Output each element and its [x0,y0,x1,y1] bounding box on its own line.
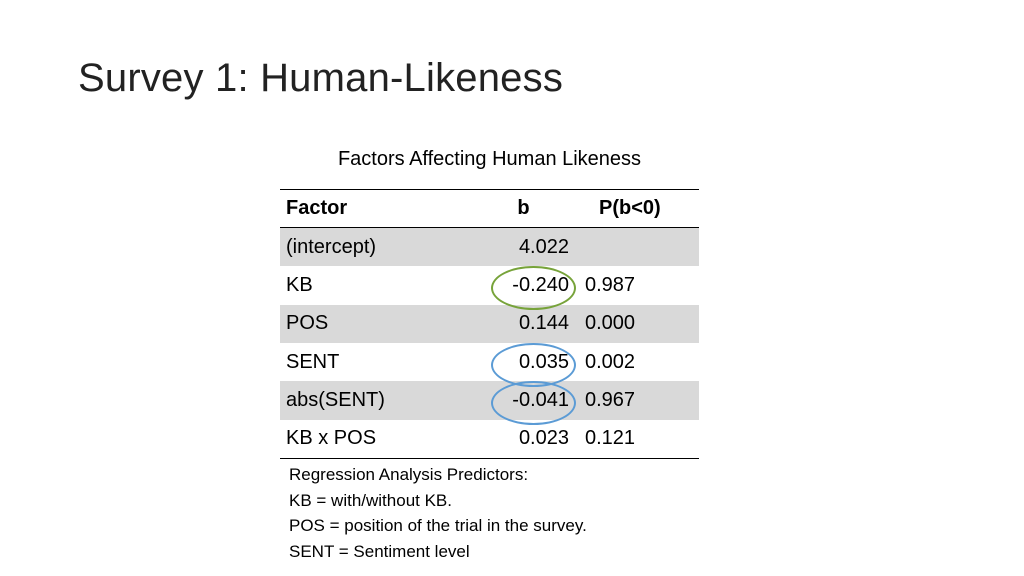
cell-factor: POS [286,312,329,335]
cell-b: 0.035 [518,350,569,373]
slide-title: Survey 1: Human-Likeness [78,56,564,100]
table-caption: Factors Affecting Human Likeness [337,148,642,170]
predictor-notes: Regression Analysis Predictors: KB = wit… [289,462,587,564]
table-header-row: Factor b P(b<0) [280,189,699,228]
cell-b: 4.022 [518,235,569,258]
table-row: KB -0.240 0.987 [280,266,699,304]
cell-p: 0.987 [585,273,636,296]
cell-b: -0.240 [512,273,569,296]
note-line: KB = with/without KB. [289,490,452,510]
header-factor: Factor [286,197,348,220]
note-line: Regression Analysis Predictors: [289,465,529,484]
cell-p: 0.000 [585,312,636,335]
table-row: SENT 0.035 0.002 [280,343,699,381]
results-table: Factor b P(b<0) (intercept) 4.022 KB -0.… [280,189,699,459]
header-b: b [517,197,530,220]
cell-b: 0.023 [518,427,569,450]
table-row: abs(SENT) -0.041 0.967 [280,381,699,420]
cell-factor: (intercept) [286,235,377,258]
cell-factor: abs(SENT) [286,389,385,412]
cell-p: 0.121 [585,427,636,450]
note-line: SENT = Sentiment level [289,541,470,561]
header-p: P(b<0) [599,197,661,220]
note-line: POS = position of the trial in the surve… [289,516,587,535]
table-row: POS 0.144 0.000 [280,304,699,344]
cell-b: 0.144 [518,312,569,335]
cell-factor: KB x POS [286,427,377,450]
cell-p: 0.967 [585,389,636,412]
cell-factor: SENT [286,350,340,373]
cell-p [575,228,699,266]
cell-b: -0.041 [512,389,569,412]
table-row: (intercept) 4.022 [280,227,699,267]
cell-p: 0.002 [585,350,636,373]
table-row: KB x POS 0.023 0.121 [280,420,699,459]
cell-factor: KB [286,273,313,296]
